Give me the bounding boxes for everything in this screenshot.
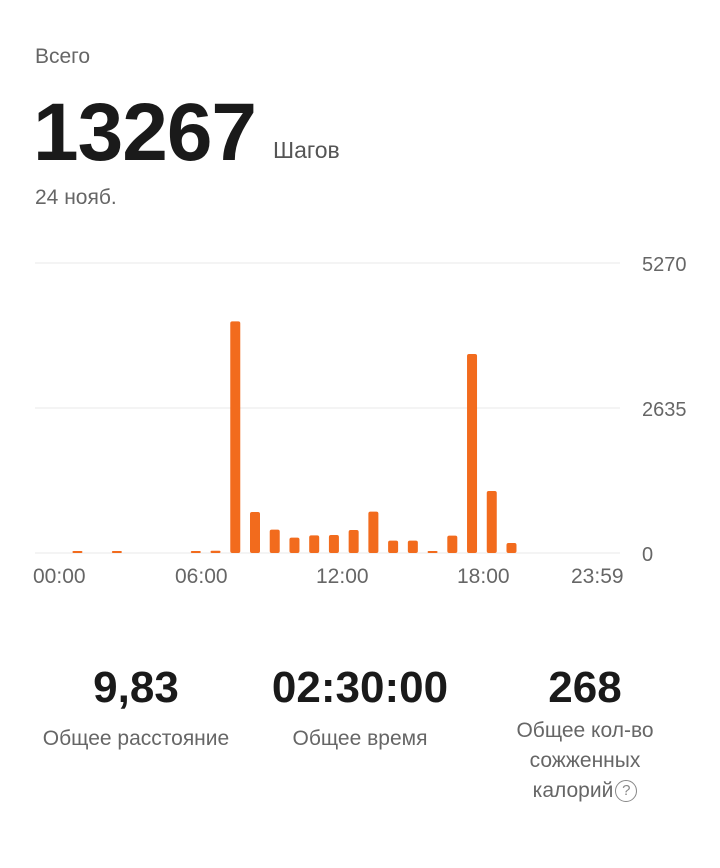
- calories-label-wrap: Общее кол-во сожженных калорий?: [500, 716, 670, 806]
- bar-hour-13: [309, 535, 320, 553]
- bar-hour-15: [348, 529, 359, 553]
- bar-hour-1: [72, 551, 83, 553]
- x-tick-0600: 06:00: [175, 565, 228, 588]
- bar-hour-3: [111, 551, 122, 553]
- distance-label: Общее расстояние: [42, 727, 230, 750]
- y-tick-zero: 0: [642, 544, 653, 566]
- bar-hour-14: [328, 535, 339, 553]
- x-tick-1800: 18:00: [457, 565, 510, 588]
- y-tick-top: 5270: [642, 254, 687, 276]
- x-tick-0000: 00:00: [33, 565, 86, 588]
- time-value: 02:30:00: [271, 663, 449, 712]
- bar-hour-17: [388, 540, 399, 553]
- x-tick-2359: 23:59: [571, 565, 624, 588]
- total-steps: 13267: [33, 87, 257, 178]
- stat-calories: 268 Общее кол-во сожженных калорий?: [500, 662, 670, 806]
- bar-hour-12: [289, 537, 300, 553]
- bar-hour-10: [250, 512, 260, 553]
- help-icon[interactable]: ?: [615, 780, 638, 802]
- y-tick-mid: 2635: [642, 399, 687, 421]
- stat-distance: 9,83 Общее расстояние: [20, 662, 252, 754]
- bar-hour-20: [447, 535, 458, 553]
- steps-chart: 5270 2635 0 00:00 06:00 12:00 18:00 23:5…: [33, 254, 687, 588]
- bar-hour-16: [368, 511, 379, 553]
- calories-label: Общее кол-во сожженных калорий: [516, 719, 654, 802]
- bar-hour-7: [190, 551, 201, 553]
- bar-hour-23: [506, 542, 517, 553]
- bar-hour-11: [269, 529, 280, 553]
- bar-hour-18: [407, 540, 418, 553]
- x-tick-1200: 12:00: [316, 565, 369, 588]
- bar-hour-19: [427, 551, 438, 553]
- total-label: Всего: [35, 45, 91, 68]
- calories-value: 268: [548, 663, 622, 712]
- bar-hour-8: [210, 550, 221, 553]
- time-label: Общее время: [292, 727, 428, 750]
- steps-unit: Шагов: [273, 137, 340, 163]
- bar-hour-9: [230, 321, 241, 553]
- stat-time: 02:30:00 Общее время: [250, 662, 470, 754]
- distance-value: 9,83: [93, 663, 179, 712]
- date-label: 24 нояб.: [35, 186, 117, 209]
- bar-hour-22: [486, 490, 497, 553]
- bar-hour-21: [467, 354, 478, 553]
